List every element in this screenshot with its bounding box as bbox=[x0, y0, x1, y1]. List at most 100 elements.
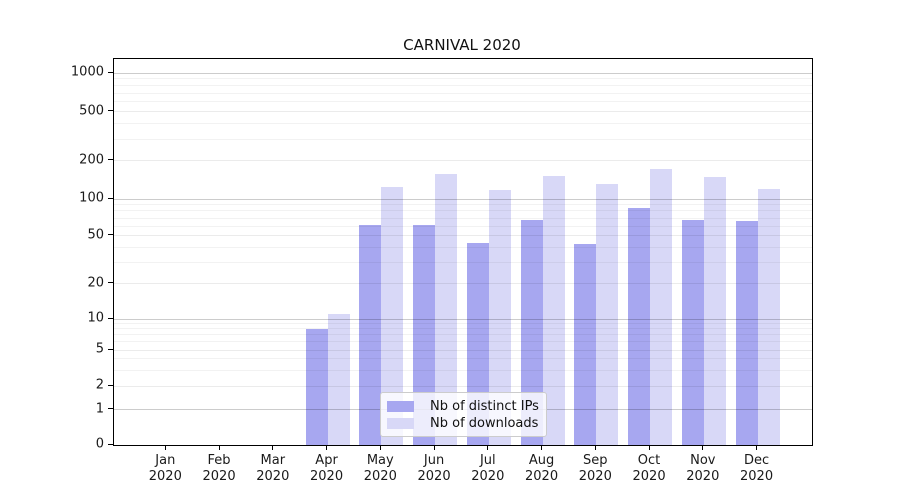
gridline-200 bbox=[114, 160, 812, 162]
x-tick-label-nov: Nov 2020 bbox=[686, 453, 720, 484]
gridline-3 bbox=[114, 369, 812, 371]
y-tick-0 bbox=[108, 443, 113, 445]
y-tick-label-10: 10 bbox=[87, 310, 104, 326]
bar-distinct-ips-nov bbox=[681, 219, 704, 445]
y-tick-label-2: 2 bbox=[95, 377, 104, 393]
gridline-500 bbox=[114, 111, 812, 113]
gridline-400 bbox=[114, 123, 812, 125]
gridline-6 bbox=[114, 341, 812, 343]
y-tick-1000 bbox=[108, 71, 113, 73]
bar-downloads-sep bbox=[596, 184, 619, 445]
gridline-7 bbox=[114, 334, 812, 336]
gridline-800 bbox=[114, 85, 812, 87]
bar-downloads-apr bbox=[327, 314, 350, 445]
gridline-1000 bbox=[114, 72, 812, 74]
y-tick-1 bbox=[108, 408, 113, 410]
y-tick-label-100: 100 bbox=[79, 190, 104, 206]
x-tick-label-dec: Dec 2020 bbox=[740, 453, 774, 484]
x-tick-apr bbox=[326, 445, 328, 450]
bar-distinct-ips-oct bbox=[628, 207, 651, 445]
legend-swatch-distinct-ips bbox=[387, 401, 414, 412]
bar-distinct-ips-apr bbox=[305, 329, 328, 445]
bar-downloads-oct bbox=[650, 168, 673, 445]
x-tick-mar bbox=[272, 445, 274, 450]
gridline-5 bbox=[114, 349, 812, 351]
bar-distinct-ips-may bbox=[359, 224, 382, 445]
chart-title: CARNIVAL 2020 bbox=[403, 36, 521, 54]
bar-downloads-jul bbox=[488, 189, 511, 445]
x-tick-label-mar: Mar 2020 bbox=[256, 453, 290, 484]
y-tick-200 bbox=[108, 159, 113, 161]
x-tick-label-jan: Jan 2020 bbox=[148, 453, 182, 484]
y-tick-label-20: 20 bbox=[87, 275, 104, 291]
legend-label-downloads: Nb of downloads bbox=[430, 416, 539, 431]
gridline-300 bbox=[114, 138, 812, 140]
bar-downloads-may bbox=[381, 187, 404, 445]
bar-downloads-jun bbox=[435, 173, 458, 445]
gridline-20 bbox=[114, 283, 812, 285]
y-tick-100 bbox=[108, 197, 113, 199]
x-tick-label-apr: Apr 2020 bbox=[310, 453, 344, 484]
gridline-90 bbox=[114, 204, 812, 206]
gridline-50 bbox=[114, 235, 812, 237]
gridline-60 bbox=[114, 225, 812, 227]
bar-distinct-ips-jun bbox=[413, 224, 436, 445]
y-tick-5 bbox=[108, 348, 113, 350]
y-tick-20 bbox=[108, 282, 113, 284]
x-tick-jun bbox=[433, 445, 435, 450]
gridline-80 bbox=[114, 210, 812, 212]
bar-distinct-ips-dec bbox=[735, 221, 758, 445]
bar-distinct-ips-sep bbox=[574, 243, 597, 445]
gridline-900 bbox=[114, 78, 812, 80]
legend-swatch-downloads bbox=[387, 418, 414, 429]
y-tick-50 bbox=[108, 234, 113, 236]
y-tick-label-5: 5 bbox=[95, 341, 104, 357]
gridline-30 bbox=[114, 262, 812, 264]
y-tick-10 bbox=[108, 317, 113, 319]
gridline-70 bbox=[114, 217, 812, 219]
gridline-4 bbox=[114, 358, 812, 360]
x-tick-sep bbox=[594, 445, 596, 450]
y-tick-label-1: 1 bbox=[95, 401, 104, 417]
x-tick-dec bbox=[756, 445, 758, 450]
y-tick-label-50: 50 bbox=[87, 227, 104, 243]
gridline-40 bbox=[114, 247, 812, 249]
gridline-600 bbox=[114, 101, 812, 103]
legend-item-downloads: Nb of downloads bbox=[387, 416, 538, 431]
bar-downloads-nov bbox=[703, 176, 726, 445]
x-tick-feb bbox=[218, 445, 220, 450]
x-tick-aug bbox=[541, 445, 543, 450]
x-tick-label-may: May 2020 bbox=[363, 453, 397, 484]
legend: Nb of distinct IPs Nb of downloads bbox=[380, 392, 547, 437]
y-tick-label-200: 200 bbox=[79, 152, 104, 168]
x-tick-jul bbox=[487, 445, 489, 450]
gridline-10 bbox=[114, 318, 812, 320]
y-tick-2 bbox=[108, 384, 113, 386]
x-tick-nov bbox=[702, 445, 704, 450]
x-tick-jan bbox=[164, 445, 166, 450]
gridline-8 bbox=[114, 328, 812, 330]
plot-area bbox=[113, 58, 813, 446]
legend-label-distinct-ips: Nb of distinct IPs bbox=[430, 399, 539, 414]
bar-downloads-aug bbox=[542, 176, 565, 445]
y-tick-500 bbox=[108, 110, 113, 112]
x-tick-label-sep: Sep 2020 bbox=[578, 453, 612, 484]
y-tick-label-500: 500 bbox=[79, 103, 104, 119]
x-tick-label-oct: Oct 2020 bbox=[632, 453, 666, 484]
x-tick-may bbox=[379, 445, 381, 450]
x-tick-label-feb: Feb 2020 bbox=[202, 453, 236, 484]
bar-downloads-dec bbox=[757, 189, 780, 445]
gridline-100 bbox=[114, 198, 812, 200]
x-tick-label-jul: Jul 2020 bbox=[471, 453, 505, 484]
gridline-2 bbox=[114, 385, 812, 387]
y-tick-label-1000: 1000 bbox=[70, 64, 104, 80]
gridline-700 bbox=[114, 92, 812, 94]
gridline-9 bbox=[114, 323, 812, 325]
x-tick-oct bbox=[648, 445, 650, 450]
legend-item-distinct-ips: Nb of distinct IPs bbox=[387, 399, 539, 414]
x-tick-label-aug: Aug 2020 bbox=[525, 453, 559, 484]
x-tick-label-jun: Jun 2020 bbox=[417, 453, 451, 484]
y-tick-label-0: 0 bbox=[95, 436, 104, 452]
bar-distinct-ips-aug bbox=[520, 219, 543, 445]
